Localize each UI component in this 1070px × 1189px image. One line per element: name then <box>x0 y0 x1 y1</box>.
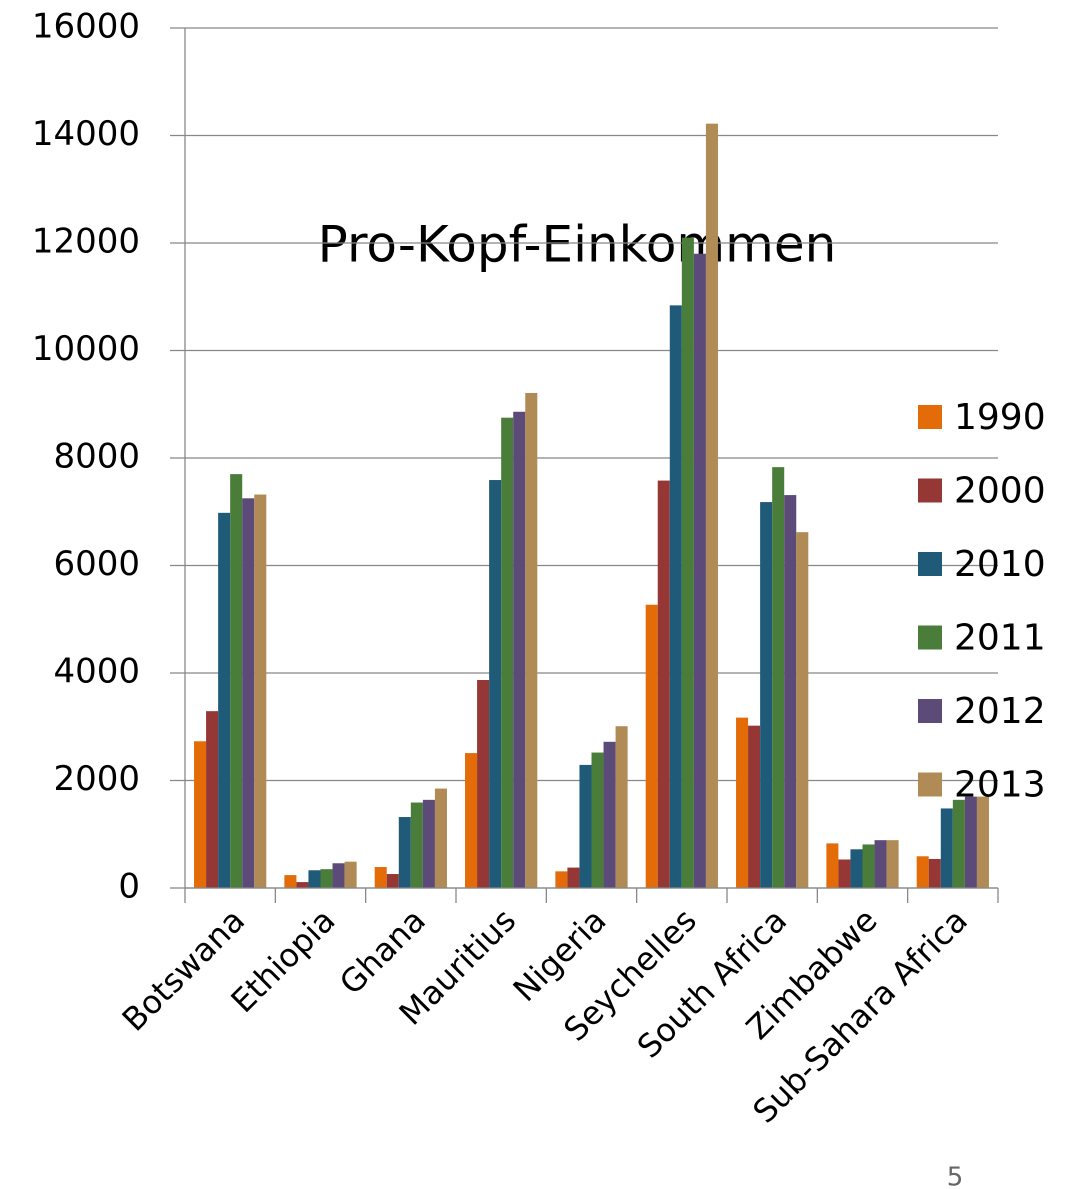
y-tick-label: 12000 <box>32 222 140 262</box>
y-tick-label: 8000 <box>53 437 140 477</box>
bar <box>886 840 899 888</box>
bar <box>230 474 243 888</box>
bar <box>386 874 399 888</box>
bar <box>465 753 478 888</box>
bar <box>434 788 447 888</box>
bar <box>332 863 345 888</box>
bar <box>916 856 929 888</box>
bar <box>772 467 785 888</box>
bar <box>591 752 604 888</box>
legend-label: 1990 <box>954 397 1046 438</box>
legend-swatch <box>918 478 942 503</box>
y-tick-label: 6000 <box>53 544 140 584</box>
bar <box>784 495 797 888</box>
bar <box>344 861 357 888</box>
bar <box>398 817 411 888</box>
bar <box>615 726 628 888</box>
bar <box>964 796 977 888</box>
legend-label: 2012 <box>954 691 1046 732</box>
chart-title: Pro-Kopf-Einkommen <box>318 216 837 274</box>
legend-label: 2013 <box>954 765 1046 806</box>
y-tick-label: 4000 <box>53 652 140 692</box>
bar <box>489 480 502 888</box>
bar <box>567 867 580 888</box>
bar <box>748 725 761 888</box>
bar <box>681 237 694 888</box>
y-tick-label: 10000 <box>32 329 140 369</box>
bar <box>555 871 568 888</box>
legend-swatch <box>918 552 942 576</box>
y-tick-label: 2000 <box>53 759 140 799</box>
bar <box>242 498 255 888</box>
bar <box>218 512 231 888</box>
bar <box>645 604 658 888</box>
bar <box>254 494 267 888</box>
bar <box>705 123 718 889</box>
bar <box>579 764 592 888</box>
legend-label: 2000 <box>954 471 1046 512</box>
x-tick-label: Botswana <box>115 901 252 1038</box>
y-tick-label: 16000 <box>32 7 140 47</box>
legend-label: 2010 <box>954 544 1046 585</box>
bar <box>850 849 863 888</box>
bar <box>796 532 809 888</box>
bar <box>928 858 941 888</box>
bar <box>296 882 309 888</box>
bar <box>976 796 989 888</box>
bar <box>501 417 514 888</box>
bar <box>838 859 851 888</box>
bar <box>940 808 953 888</box>
bar <box>320 869 333 888</box>
legend-label: 2011 <box>954 618 1046 659</box>
bar <box>308 870 321 888</box>
slide-number: 5 <box>947 1163 964 1189</box>
bar <box>284 875 297 888</box>
bar <box>477 679 490 888</box>
bar <box>410 802 423 888</box>
bar <box>525 392 538 888</box>
bar <box>874 840 887 888</box>
bar <box>657 480 670 888</box>
bar <box>513 411 526 888</box>
bar <box>669 305 682 889</box>
bar <box>194 741 207 888</box>
legend-swatch <box>918 625 942 650</box>
bar <box>422 799 435 888</box>
bar <box>736 717 749 888</box>
bar <box>603 741 616 888</box>
bar <box>374 867 387 888</box>
bar <box>952 799 965 888</box>
bar <box>693 253 706 888</box>
legend-swatch <box>918 699 942 723</box>
bar <box>826 843 839 888</box>
bar <box>206 711 219 888</box>
bar <box>862 844 875 888</box>
y-tick-label: 14000 <box>32 114 140 154</box>
legend-swatch <box>918 772 942 797</box>
bar <box>760 502 773 888</box>
legend-swatch <box>918 405 942 429</box>
y-tick-label: 0 <box>118 867 140 907</box>
